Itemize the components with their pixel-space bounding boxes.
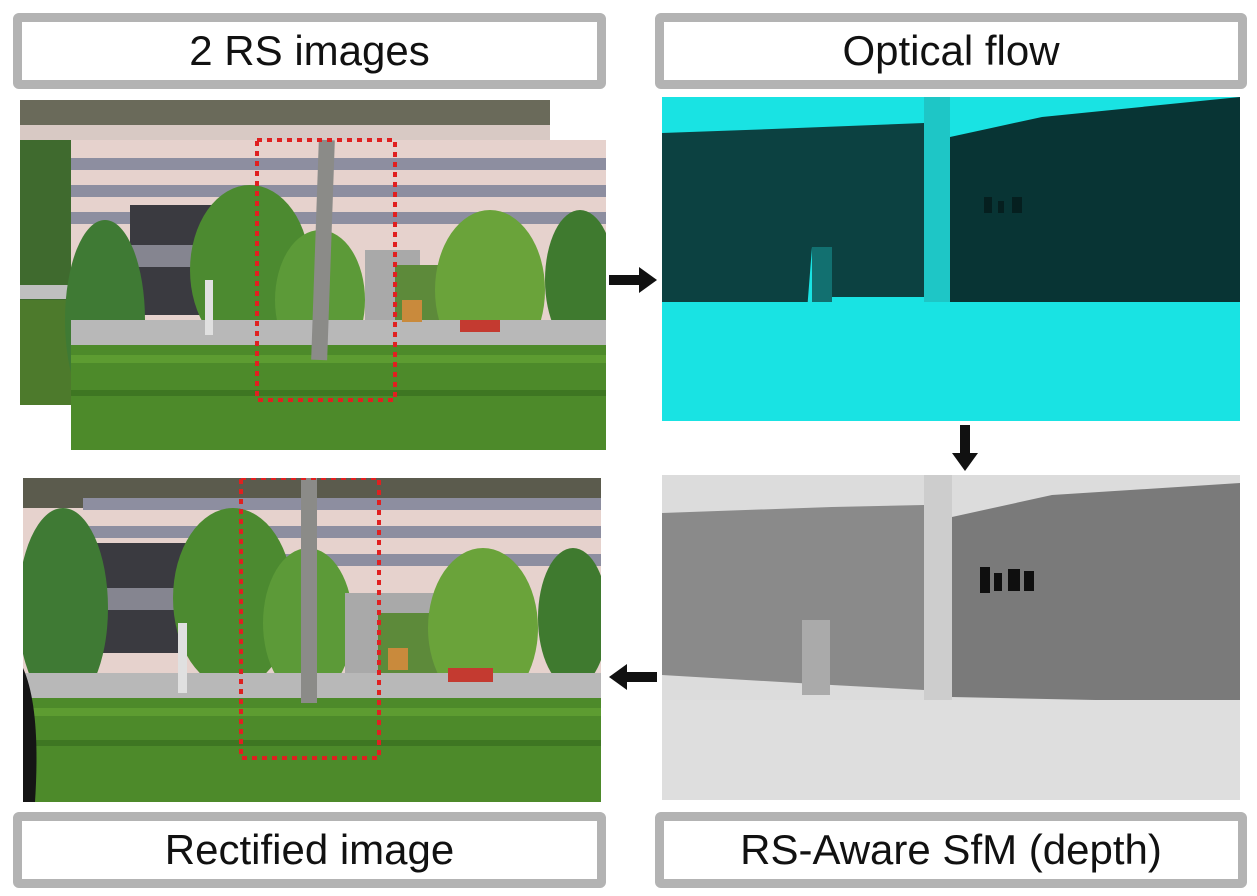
rs-image-front	[65, 139, 606, 450]
label-rs-images-text: 2 RS images	[189, 27, 430, 74]
label-optical-flow-text: Optical flow	[842, 27, 1060, 74]
optical-flow-panel	[662, 97, 1240, 421]
sfm-depth-panel	[662, 475, 1240, 800]
arrow-down-icon	[950, 425, 980, 473]
arrow-left-icon	[607, 662, 657, 692]
label-rectified-image: Rectified image	[13, 812, 606, 888]
label-sfm-depth-text: RS-Aware SfM (depth)	[740, 826, 1162, 873]
rs-images-panel	[20, 100, 606, 450]
arrow-right-icon	[609, 265, 659, 295]
label-rs-images: 2 RS images	[13, 13, 606, 89]
label-optical-flow: Optical flow	[655, 13, 1247, 89]
label-rectified-image-text: Rectified image	[164, 826, 455, 873]
label-sfm-depth: RS-Aware SfM (depth)	[655, 812, 1247, 888]
rectified-image-panel	[23, 478, 601, 802]
